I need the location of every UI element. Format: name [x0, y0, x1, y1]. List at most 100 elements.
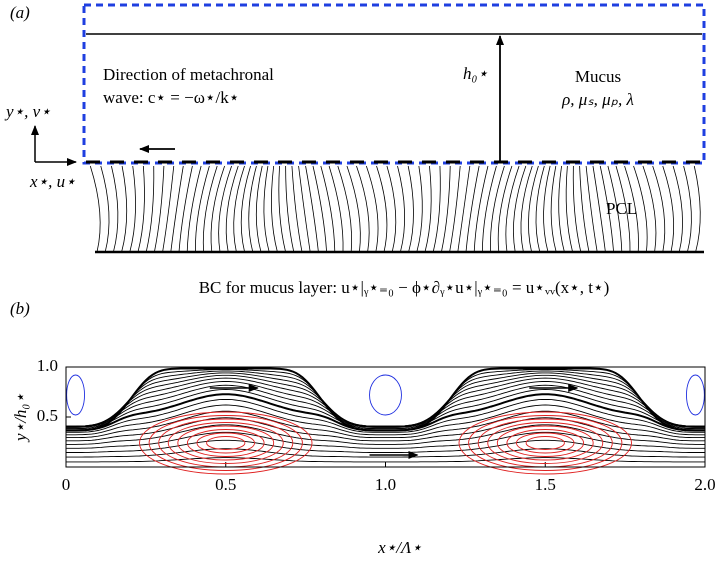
recirculation	[369, 374, 402, 416]
cilium	[305, 165, 319, 253]
cilium	[365, 165, 379, 253]
cilium	[662, 165, 675, 253]
cilium	[528, 165, 539, 253]
recirculation	[206, 436, 246, 450]
axis-label: x⋆, u⋆	[29, 172, 76, 191]
cilium	[162, 165, 175, 253]
cilium	[278, 165, 286, 253]
recirculation	[468, 415, 623, 471]
cilium	[248, 165, 257, 253]
streamline	[66, 431, 705, 449]
recirculation	[139, 411, 313, 475]
cilium	[624, 165, 639, 253]
cilium	[565, 165, 573, 253]
cilium	[607, 165, 623, 253]
streamline	[66, 398, 705, 433]
cilium	[490, 165, 505, 253]
cilium	[376, 165, 388, 253]
cilium	[642, 165, 657, 253]
streamline	[66, 370, 705, 428]
cilium	[129, 165, 136, 253]
cilium	[233, 165, 245, 253]
cilium	[424, 165, 432, 253]
streamline	[66, 367, 705, 432]
cilium	[145, 165, 155, 253]
panel-label: (a)	[10, 3, 30, 22]
cilium	[416, 165, 423, 253]
mucus-domain	[82, 3, 706, 165]
mucus-label: Mucus	[575, 67, 621, 86]
cilium	[441, 165, 451, 253]
height-label: h₀⋆	[463, 64, 488, 83]
cilium	[240, 165, 251, 253]
cilium	[558, 165, 565, 253]
cilium	[298, 165, 311, 253]
cilium	[432, 165, 441, 253]
cilium	[121, 165, 128, 253]
axis-label: y⋆, v⋆	[4, 102, 51, 121]
cilium	[615, 165, 631, 253]
streamline	[66, 404, 705, 436]
cilium	[186, 165, 202, 253]
x-axis-label: x⋆/Λ⋆	[377, 538, 422, 557]
cilium	[170, 165, 184, 253]
cilium	[225, 165, 239, 253]
recirculation	[525, 436, 565, 450]
cilium	[328, 165, 344, 253]
streamline	[66, 448, 705, 458]
cilium	[543, 165, 551, 253]
cilium	[202, 165, 218, 253]
x-tick-label: 2.0	[694, 475, 715, 494]
cilium	[407, 165, 414, 253]
cilium	[513, 165, 527, 253]
cilium	[346, 165, 361, 253]
cilium	[535, 165, 545, 253]
streamline	[66, 439, 705, 453]
panel-a: (a) h₀⋆ Mucus ρ, μₛ, μₚ, λ Direction of …	[4, 3, 706, 297]
cilium	[263, 165, 270, 253]
streamline	[66, 384, 705, 428]
mucus-params: ρ, μₛ, μₚ, λ	[561, 90, 634, 109]
cilium	[194, 165, 210, 253]
panel-b: (b) x⋆/Λ⋆ y⋆/h₀⋆ 0 0.5 1.0 1.5 2.0 0.5 1.0	[10, 299, 716, 557]
cilium	[520, 165, 533, 253]
cilium	[579, 165, 590, 253]
streamline	[66, 369, 705, 430]
cilium	[100, 165, 110, 253]
wave-label: wave: c⋆ = −ω⋆/k⋆	[103, 88, 239, 107]
cilium	[497, 165, 513, 253]
cilium	[572, 165, 582, 253]
x-tick-label: 1.5	[535, 475, 556, 494]
recirculation	[516, 432, 575, 454]
recirculation	[177, 425, 275, 461]
y-tick-label: 1.0	[37, 356, 58, 375]
wave-label: Direction of metachronal	[103, 65, 274, 84]
cilium	[210, 165, 225, 253]
cilium	[473, 165, 489, 253]
recirculation	[167, 422, 284, 464]
cilium	[449, 165, 461, 253]
x-tick-label: 0.5	[215, 475, 236, 494]
cilium	[137, 165, 145, 253]
cilium	[178, 165, 193, 253]
streamline	[66, 410, 705, 439]
cilium	[482, 165, 497, 253]
plot-frame	[65, 366, 706, 468]
x-tick-label: 1.0	[375, 475, 396, 494]
cilium	[672, 165, 683, 253]
cilium	[457, 165, 471, 253]
pcl-label: PCL	[606, 199, 637, 218]
cilium	[386, 165, 397, 253]
streamline	[66, 457, 705, 463]
recirculation	[496, 425, 594, 461]
recirculation	[686, 374, 705, 416]
recirculation	[196, 432, 255, 454]
cilium	[218, 165, 232, 253]
cilium	[111, 165, 119, 253]
cilium	[683, 165, 692, 253]
recirculation	[148, 415, 303, 471]
recirculation	[186, 429, 265, 457]
y-axis-label: y⋆/h₀⋆	[11, 393, 30, 443]
cilium	[505, 165, 520, 253]
cilium	[320, 165, 336, 253]
